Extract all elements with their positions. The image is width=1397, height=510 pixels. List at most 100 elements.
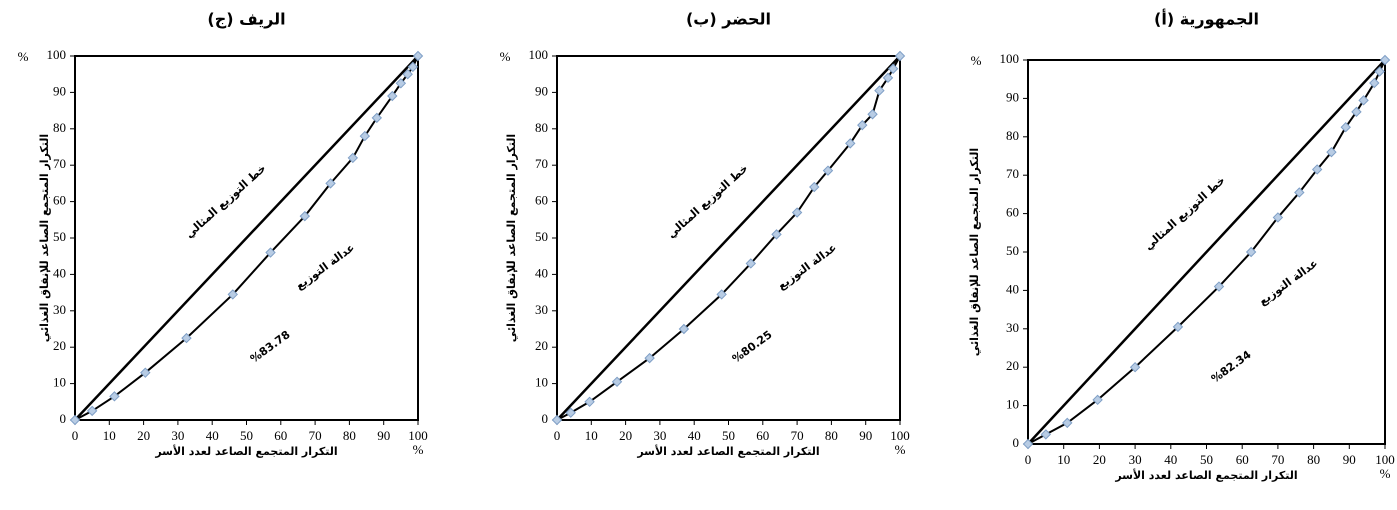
marker xyxy=(402,68,413,80)
marker xyxy=(1245,246,1257,258)
x-tick-label: 80 xyxy=(825,428,838,443)
x-tick-label: 50 xyxy=(1200,452,1213,467)
y-unit: % xyxy=(18,49,29,64)
y-tick-label: 100 xyxy=(529,47,549,62)
equity-value: %80.25 xyxy=(730,328,775,365)
marker xyxy=(1379,54,1391,66)
x-tick-label: 90 xyxy=(1343,452,1356,467)
y-tick-label: 0 xyxy=(542,411,549,426)
marker xyxy=(1294,187,1305,198)
x-tick-label: 30 xyxy=(171,428,184,443)
marker xyxy=(771,229,782,240)
x-tick-label: 30 xyxy=(653,428,666,443)
marker xyxy=(181,332,192,344)
y-tick-label: 10 xyxy=(1006,397,1019,412)
x-tick-label: 90 xyxy=(859,428,872,443)
curve-label: عدالة التوزيع xyxy=(775,241,839,292)
x-tick-label: 80 xyxy=(1307,452,1320,467)
x-tick-label: 40 xyxy=(688,428,701,443)
x-tick-label: 20 xyxy=(619,428,632,443)
marker xyxy=(347,152,359,164)
y-tick-label: 40 xyxy=(1006,281,1019,296)
marker xyxy=(1311,164,1323,175)
x-tick-label: 0 xyxy=(72,428,79,443)
x-tick-label: 100 xyxy=(1375,452,1395,467)
y-tick-label: 50 xyxy=(53,229,66,244)
marker xyxy=(1040,429,1052,440)
x-tick-label: 50 xyxy=(240,428,253,443)
chart-title: (ج) الريف xyxy=(207,10,285,29)
marker xyxy=(1129,361,1141,373)
marker xyxy=(1172,321,1184,333)
y-tick-label: 100 xyxy=(1000,51,1020,66)
y-tick-label: 90 xyxy=(1006,89,1019,104)
y-tick-label: 70 xyxy=(1006,166,1019,181)
y-tick-label: 70 xyxy=(535,156,548,171)
x-tick-label: 10 xyxy=(103,428,116,443)
marker xyxy=(325,178,336,189)
x-tick-label: 50 xyxy=(722,428,735,443)
marker xyxy=(611,376,623,387)
y-tick-label: 10 xyxy=(535,375,548,390)
marker xyxy=(109,391,120,402)
marker xyxy=(371,112,383,124)
marker xyxy=(1374,66,1385,77)
y-tick-label: 60 xyxy=(535,193,548,208)
x-axis-label: التكرار المتجمع الصاعد لعدد الأسر xyxy=(154,444,337,458)
equality-line xyxy=(74,55,419,421)
marker xyxy=(265,247,276,258)
marker xyxy=(809,181,820,193)
x-tick-label: 100 xyxy=(408,428,428,443)
marker xyxy=(69,414,81,426)
x-tick-label: 10 xyxy=(1057,452,1070,467)
x-tick-label: 90 xyxy=(377,428,390,443)
y-tick-label: 40 xyxy=(53,265,66,280)
curve-label: عدالة التوزيع xyxy=(1256,257,1320,308)
x-tick-label: 100 xyxy=(890,428,910,443)
marker xyxy=(882,72,894,84)
x-tick-label: 60 xyxy=(274,428,287,443)
y-tick-label: 10 xyxy=(53,375,66,390)
marker xyxy=(845,138,856,149)
x-tick-label: 30 xyxy=(1129,452,1142,467)
x-axis-label: التكرار المتجمع الصاعد لعدد الأسر xyxy=(636,444,819,458)
marker xyxy=(299,210,311,222)
marker xyxy=(1062,417,1073,429)
x-tick-label: 60 xyxy=(756,428,769,443)
marker xyxy=(551,414,563,426)
x-tick-label: 80 xyxy=(343,428,356,443)
y-tick-label: 80 xyxy=(1006,128,1019,143)
x-tick-label: 70 xyxy=(1271,452,1284,467)
marker xyxy=(894,50,906,62)
x-tick-label: 0 xyxy=(1025,452,1032,467)
marker xyxy=(791,207,803,218)
marker xyxy=(407,61,419,73)
y-tick-label: 30 xyxy=(1006,320,1019,335)
marker xyxy=(565,407,576,418)
x-tick-label: 40 xyxy=(206,428,219,443)
chart-title: (ب) الحضر xyxy=(686,10,771,29)
equity-value: %83.78 xyxy=(248,328,293,365)
marker xyxy=(1326,146,1337,158)
y-axis-label: التكرار المتجمع الصاعد للإنفاق الغذائي xyxy=(505,134,518,342)
x-tick-label: 10 xyxy=(585,428,598,443)
equality-label: خط التوزيع المثالي xyxy=(1142,174,1228,253)
y-tick-label: 100 xyxy=(47,47,67,62)
marker xyxy=(822,165,834,176)
marker xyxy=(1358,95,1369,106)
chart-title: (أ) الجمهورية xyxy=(1154,9,1259,29)
marker xyxy=(1351,106,1362,118)
x-tick-label: 40 xyxy=(1164,452,1177,467)
equality-line xyxy=(1027,59,1386,445)
marker xyxy=(716,289,727,300)
marker xyxy=(857,119,868,131)
marker xyxy=(387,90,398,102)
x-unit: % xyxy=(895,442,906,457)
marker xyxy=(1340,121,1351,133)
marker xyxy=(395,78,407,89)
y-tick-label: 80 xyxy=(535,120,548,135)
marker xyxy=(584,396,595,408)
marker xyxy=(1272,212,1284,223)
x-tick-label: 70 xyxy=(791,428,804,443)
